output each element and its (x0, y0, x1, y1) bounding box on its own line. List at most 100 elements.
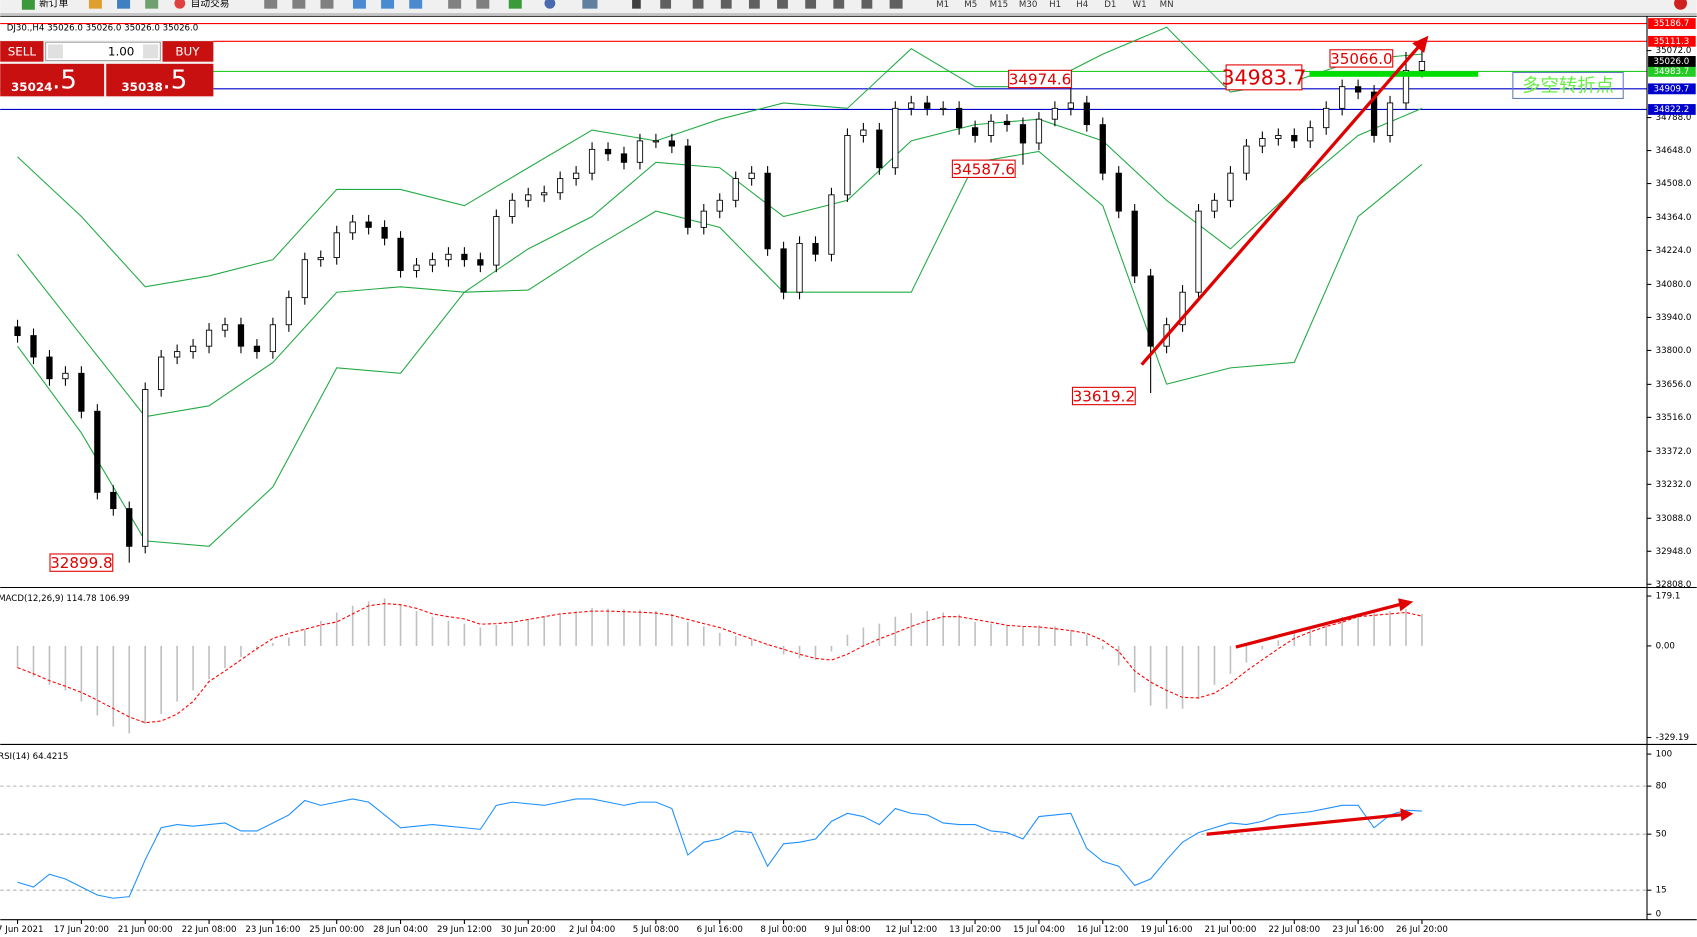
auto-trading-button[interactable]: 自动交易 (191, 0, 230, 9)
toolbar-icon[interactable] (508, 0, 522, 9)
y-tick-label: 100 (1656, 750, 1673, 760)
timeframe-button[interactable]: M5 (964, 0, 977, 10)
new-order-button[interactable]: 新订单 (39, 0, 68, 9)
y-tick-label: 34508.0 (1656, 179, 1692, 189)
toolbar-icon[interactable] (145, 0, 159, 9)
sell-price[interactable]: 35024 (11, 80, 52, 94)
candle-body (126, 508, 133, 547)
candle-body (1418, 61, 1426, 71)
toolbar-icon[interactable] (320, 0, 334, 9)
candle-body (493, 216, 500, 266)
candle-body (317, 257, 324, 261)
candle-body (652, 140, 660, 143)
buy-price[interactable]: 35038 (121, 80, 162, 94)
toolbar-icon[interactable] (409, 0, 423, 9)
candle-body (1083, 102, 1090, 126)
candle-body (365, 221, 372, 228)
toolbar-icon[interactable] (352, 0, 366, 9)
annotation-box (1512, 71, 1624, 100)
toolbar-icon[interactable] (264, 0, 278, 9)
candle-body (1019, 124, 1027, 144)
annotation-text: 多空转折点 (1522, 76, 1614, 97)
timeframe-button[interactable]: D1 (1104, 0, 1116, 10)
toolbar-icon[interactable] (889, 0, 903, 9)
timeframe-button[interactable]: H4 (1076, 0, 1088, 10)
lot-value[interactable]: 1.00 (108, 44, 134, 58)
pane-title: RSI(14) 64.4215 (0, 752, 68, 762)
x-tick-label: 28 Jun 04:00 (373, 925, 428, 935)
toolbar-icon[interactable] (833, 0, 845, 9)
candle-body (1386, 102, 1394, 136)
sell-button[interactable] (0, 41, 44, 62)
new-order-icon[interactable] (21, 0, 35, 10)
y-tick-label: 32808.0 (1656, 580, 1692, 590)
x-tick-label: 13 Jul 20:00 (949, 925, 1001, 935)
buy-label[interactable]: BUY (175, 44, 200, 58)
lot-increase[interactable] (143, 44, 159, 59)
toolbar: 新订单 自动交易 M1 M5 M15 M30 H1 H4 D1 W1 MN (0, 0, 1697, 15)
toolbar-icon[interactable] (660, 0, 672, 9)
toolbar-icon[interactable] (476, 0, 490, 9)
toolbar-icon[interactable] (381, 0, 395, 9)
toolbar-icon[interactable] (544, 0, 556, 9)
x-tick-label: 26 Jul 20:00 (1396, 925, 1448, 935)
buy-pips[interactable]: .5 (163, 66, 188, 96)
macd-signal (17, 603, 1423, 724)
x-tick-label: 15 Jul 04:00 (1013, 925, 1065, 935)
timeframe-button[interactable]: H1 (1049, 0, 1061, 10)
toolbar-icon[interactable] (448, 0, 462, 9)
timeframe-button[interactable]: W1 (1133, 0, 1147, 10)
sell-pips[interactable]: .5 (52, 66, 77, 96)
candle-body (1179, 291, 1186, 326)
price-annotation-box (1225, 64, 1303, 91)
price-level-box (1648, 83, 1696, 95)
price-annotation-box (951, 159, 1016, 178)
toolbar-icon[interactable] (720, 0, 732, 9)
buy-button[interactable] (162, 41, 214, 62)
x-tick-label: 17 Jun 20:00 (54, 925, 109, 935)
alert-icon[interactable] (1674, 0, 1688, 10)
candle-body (78, 372, 85, 412)
toolbar-icon[interactable] (748, 0, 760, 9)
timeframe-button[interactable]: M1 (936, 0, 949, 10)
candle-body (1275, 135, 1282, 139)
candle-body (477, 259, 484, 266)
toolbar-icon[interactable] (88, 0, 102, 9)
x-tick-label: 2 Jul 04:00 (569, 925, 615, 935)
toolbar-icon[interactable] (117, 0, 131, 9)
toolbar-icon[interactable] (292, 0, 306, 9)
timeframe-button[interactable]: MN (1160, 0, 1174, 10)
candle-body (1354, 86, 1362, 93)
candle-body (604, 148, 612, 155)
candle-body (700, 210, 707, 228)
candle-body (525, 194, 532, 201)
toolbar-icon[interactable] (582, 0, 598, 9)
toolbar-icon[interactable] (805, 0, 817, 9)
toolbar-icon[interactable] (777, 0, 788, 9)
candle-body (1259, 138, 1266, 147)
y-tick-label: 34788.0 (1656, 113, 1692, 123)
toolbar-icon[interactable] (632, 0, 641, 9)
toolbar-icon[interactable] (861, 0, 873, 9)
buy-price-box[interactable] (106, 63, 214, 97)
sell-price-box[interactable] (0, 63, 105, 97)
x-tick-label: 21 Jun 00:00 (118, 925, 173, 935)
auto-trading-icon[interactable] (174, 0, 186, 9)
pane-title: MACD(12,26,9) 114.78 106.99 (0, 594, 130, 604)
x-tick-label: 29 Jun 12:00 (437, 925, 492, 935)
candle-body (253, 345, 261, 353)
sell-label[interactable]: SELL (8, 44, 37, 58)
candle-body (1147, 275, 1154, 347)
candle-body (269, 324, 277, 353)
arrow-head (1398, 598, 1414, 612)
price-level-box (1648, 65, 1696, 77)
x-tick-label: 8 Jul 00:00 (760, 925, 806, 935)
timeframe-button[interactable]: M15 (990, 0, 1008, 10)
x-tick-label: 5 Jul 08:00 (633, 925, 679, 935)
candle-body (748, 172, 755, 180)
lot-decrease[interactable] (47, 44, 63, 59)
candle-body (333, 232, 340, 258)
toolbar-icon[interactable] (692, 0, 704, 9)
timeframe-button[interactable]: M30 (1019, 0, 1037, 10)
lot-input[interactable] (45, 41, 161, 62)
